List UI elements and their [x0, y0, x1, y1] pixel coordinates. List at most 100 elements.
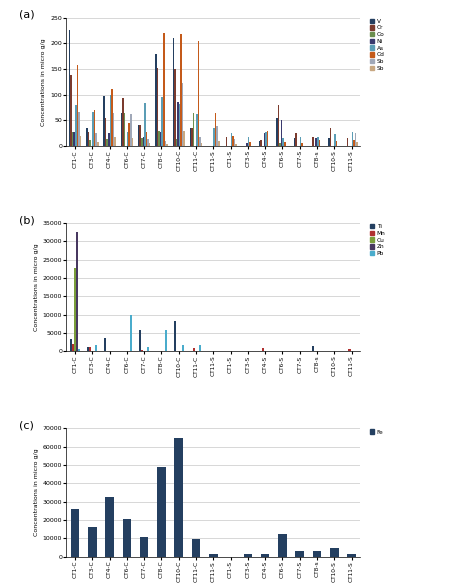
Bar: [130, 315, 132, 352]
Bar: [87, 346, 89, 352]
Bar: [157, 68, 158, 146]
Bar: [312, 346, 314, 352]
Bar: [300, 137, 301, 146]
Bar: [73, 132, 75, 146]
Bar: [312, 137, 314, 146]
Bar: [104, 338, 107, 352]
Bar: [352, 132, 353, 146]
Legend: Ti, Mn, Cu, Zn, Pb: Ti, Mn, Cu, Zn, Pb: [369, 223, 386, 257]
Bar: [164, 141, 166, 146]
Bar: [278, 105, 279, 146]
Bar: [209, 554, 218, 557]
Bar: [198, 40, 199, 146]
Bar: [336, 141, 337, 146]
Bar: [80, 136, 81, 146]
Bar: [234, 139, 235, 146]
Bar: [261, 140, 262, 146]
Bar: [249, 142, 251, 146]
Bar: [199, 345, 201, 352]
Bar: [356, 142, 358, 146]
Bar: [94, 110, 95, 146]
Bar: [278, 534, 287, 557]
Bar: [348, 349, 351, 352]
Bar: [89, 347, 91, 352]
Bar: [131, 138, 133, 146]
Bar: [173, 321, 175, 352]
Bar: [316, 138, 317, 146]
Bar: [109, 94, 111, 146]
Bar: [105, 496, 114, 557]
Bar: [201, 144, 202, 146]
Bar: [193, 113, 194, 146]
Bar: [121, 113, 122, 146]
Bar: [313, 551, 321, 557]
Bar: [127, 132, 128, 146]
Bar: [191, 539, 201, 557]
Bar: [196, 114, 198, 146]
Bar: [199, 137, 201, 146]
Bar: [265, 132, 267, 146]
Bar: [246, 144, 248, 146]
Bar: [190, 128, 191, 146]
Bar: [329, 128, 331, 146]
Bar: [173, 38, 174, 146]
Bar: [232, 136, 234, 146]
Bar: [155, 53, 157, 146]
Legend: V, Cr, Co, Ni, As, Cd, Sb, Sb: V, Cr, Co, Ni, As, Cd, Sb, Sb: [369, 18, 385, 71]
Bar: [77, 65, 78, 146]
Bar: [147, 139, 149, 146]
Bar: [347, 138, 348, 146]
Bar: [149, 144, 150, 146]
Bar: [139, 125, 141, 146]
Bar: [123, 519, 131, 557]
Bar: [179, 104, 180, 146]
Bar: [144, 103, 146, 146]
Bar: [295, 551, 304, 557]
Bar: [268, 350, 270, 352]
Y-axis label: Concentrations in micro g/g: Concentrations in micro g/g: [34, 243, 38, 331]
Bar: [70, 75, 72, 146]
Bar: [95, 133, 97, 146]
Bar: [140, 537, 148, 557]
Bar: [182, 345, 184, 352]
Bar: [92, 111, 94, 146]
Bar: [76, 233, 78, 352]
Bar: [147, 346, 149, 352]
Bar: [164, 331, 167, 352]
Bar: [130, 114, 131, 146]
Bar: [177, 103, 179, 146]
Bar: [244, 554, 252, 557]
Bar: [78, 111, 80, 146]
Bar: [146, 132, 147, 146]
Bar: [174, 69, 175, 146]
Bar: [295, 133, 297, 146]
Bar: [78, 349, 80, 352]
Bar: [191, 128, 193, 146]
Bar: [347, 554, 356, 557]
Bar: [141, 350, 143, 352]
Bar: [174, 438, 183, 557]
Bar: [88, 132, 89, 146]
Bar: [248, 137, 249, 146]
Text: (a): (a): [19, 10, 35, 20]
Bar: [141, 138, 143, 146]
Bar: [193, 349, 195, 352]
Bar: [166, 144, 168, 146]
Bar: [276, 118, 278, 146]
Bar: [267, 131, 268, 146]
Bar: [122, 98, 124, 146]
Bar: [182, 83, 183, 146]
Bar: [86, 128, 88, 146]
Bar: [139, 331, 141, 352]
Bar: [301, 144, 303, 146]
Bar: [330, 547, 338, 557]
Bar: [355, 133, 356, 146]
Bar: [230, 133, 232, 146]
Bar: [95, 345, 98, 352]
Bar: [162, 97, 163, 146]
Bar: [264, 133, 265, 146]
Bar: [281, 120, 283, 146]
Bar: [183, 131, 185, 146]
Y-axis label: Concentrations in micro g/g: Concentrations in micro g/g: [34, 449, 38, 536]
Bar: [72, 132, 73, 146]
